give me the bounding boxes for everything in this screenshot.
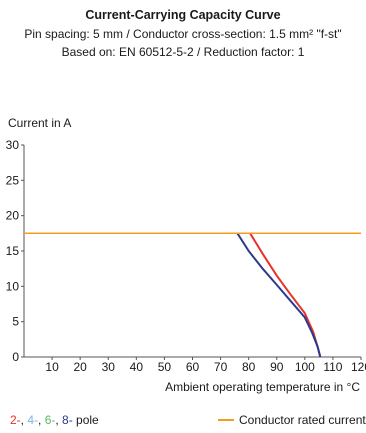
y-tick-label: 25 [6,173,20,187]
y-tick-label: 20 [6,209,20,223]
x-tick-label: 100 [295,360,315,374]
chart-subtitle-1: Pin spacing: 5 mm / Conductor cross-sect… [24,27,342,41]
x-tick-label: 90 [270,360,284,374]
x-tick-label: 110 [323,360,342,374]
pole-legend: 2-, 4-, 6-, 8- pole [10,413,99,427]
y-tick-label: 15 [6,244,20,258]
rated-current-swatch [218,419,234,421]
rated-current-label: Conductor rated current [239,413,366,427]
y-tick-label: 30 [6,138,20,152]
legend-pole-8: 8- [62,413,73,427]
x-tick-label: 40 [130,360,144,374]
legend-pole-suffix: pole [72,413,99,427]
x-tick-label: 50 [158,360,172,374]
legend-sep: , [20,413,28,427]
series-line-8 [236,232,322,358]
series-group [24,232,361,358]
y-tick-label: 0 [12,350,19,364]
y-axis-label: Current in A [8,116,71,130]
x-tick-label: 10 [45,360,59,374]
chart-title: Current-Carrying Capacity Curve [85,8,281,22]
y-tick-label: 10 [6,279,20,293]
legend-pole-4: 4- [27,413,39,427]
ticks-group: 0 5 10 15 20 25 30 10 20 30 40 50 60 70 80 90 100 110 120 [6,138,366,374]
x-axis-label: Ambient operating temperature in °C [165,380,360,394]
x-tick-label: 120 [351,360,366,374]
y-tick-label: 5 [12,315,19,329]
x-tick-label: 60 [186,360,200,374]
rated-current-legend: Conductor rated current [218,413,366,427]
legend-sep: , [55,413,63,427]
legend-pole-6: 6- [44,413,56,427]
x-tick-label: 30 [102,360,116,374]
chart-subtitle-2: Based on: EN 60512-5-2 / Reduction facto… [61,45,305,59]
x-tick-label: 20 [73,360,87,374]
x-tick-label: 80 [242,360,256,374]
legend-sep: , [38,413,45,427]
x-tick-label: 70 [214,360,228,374]
legend-pole-2: 2- [10,413,21,427]
